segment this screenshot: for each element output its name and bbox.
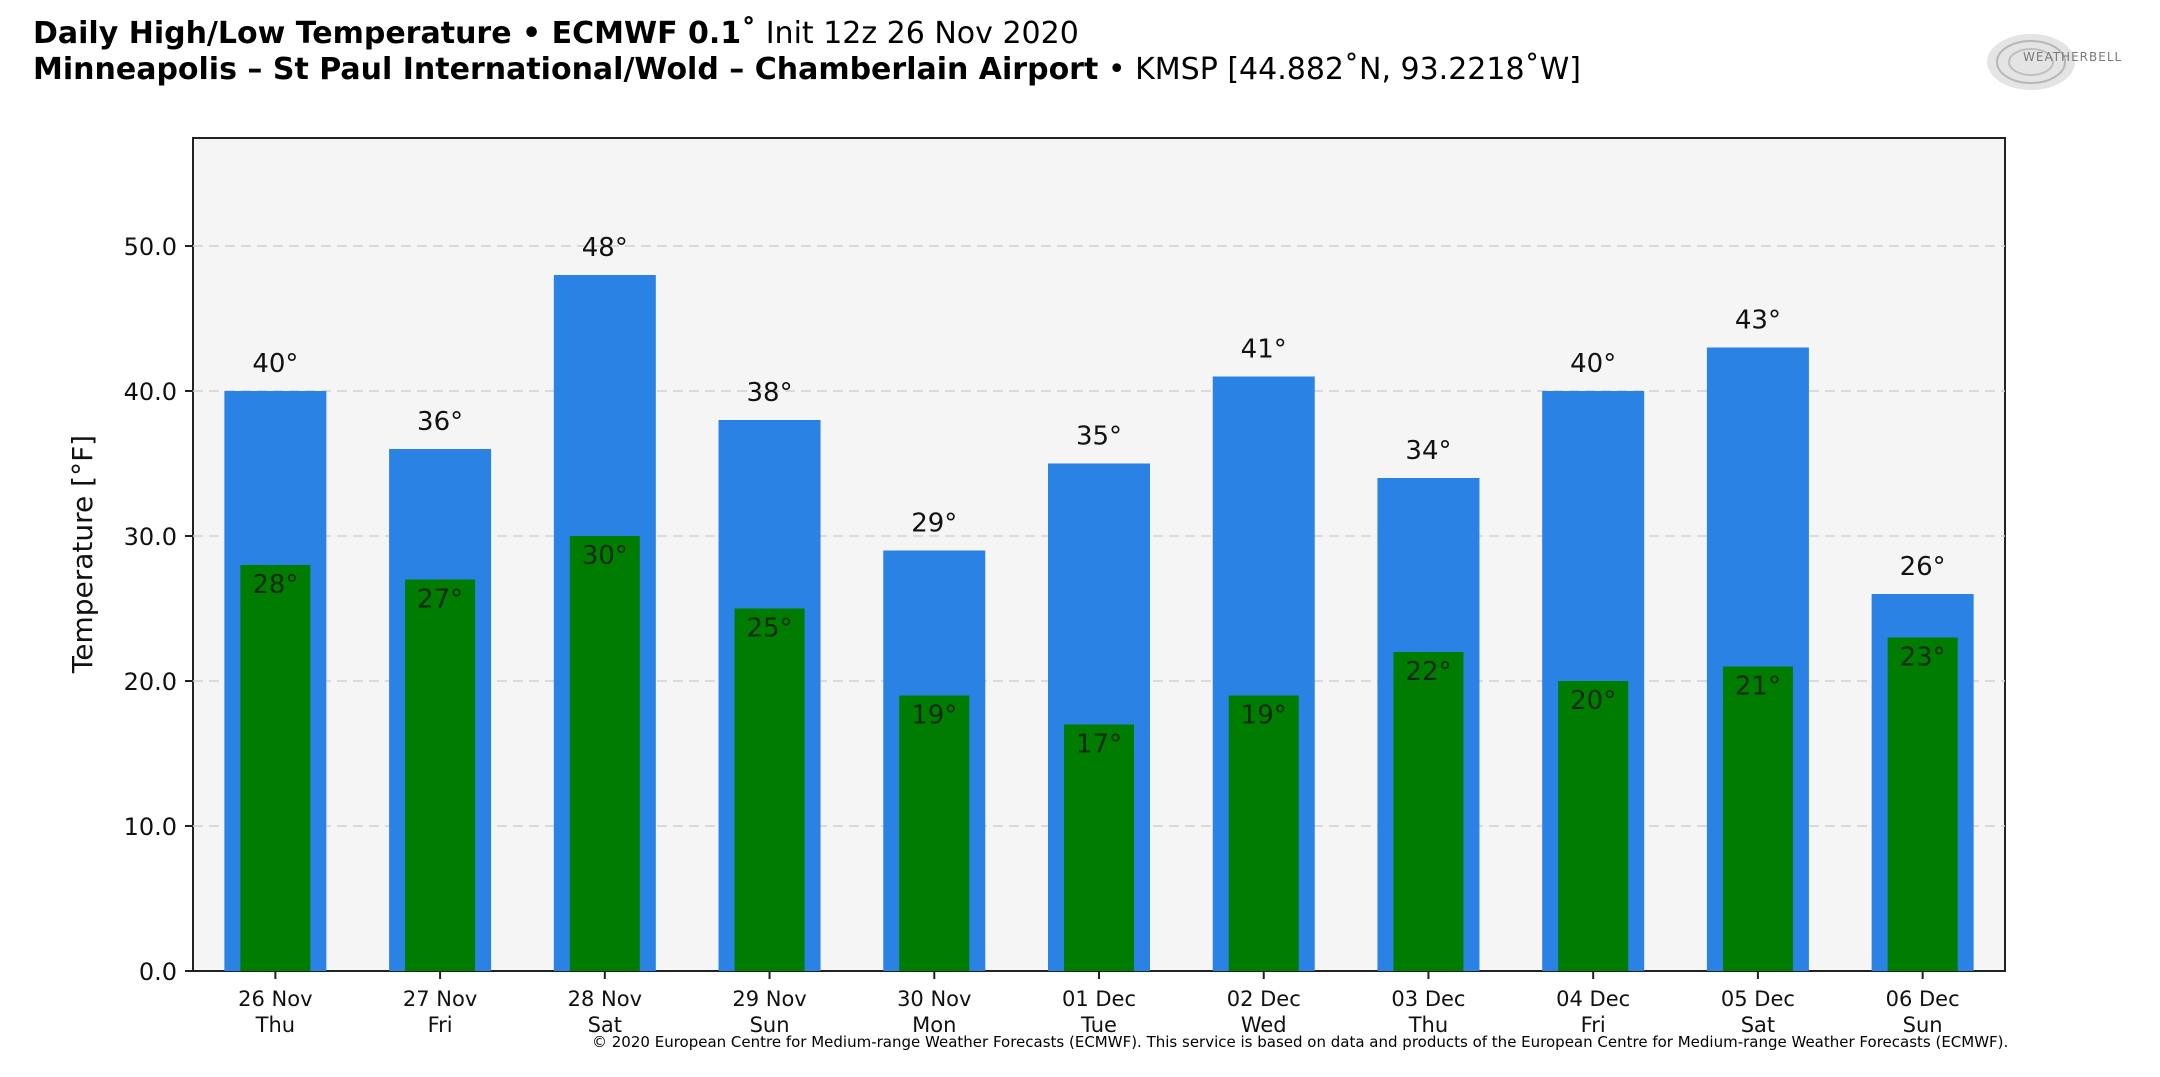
low-bar (405, 579, 476, 971)
x-tick-label-day: Thu (1408, 1013, 1448, 1037)
high-data-label: 48° (582, 233, 628, 263)
station-name: Minneapolis – St Paul International/Wold… (33, 52, 1099, 87)
x-tick-label-day: Fri (1581, 1013, 1606, 1037)
x-tick-label-day: Thu (255, 1013, 295, 1037)
y-tick-label: 10.0 (124, 813, 177, 841)
y-axis: 0.0 10.0 20.0 30.0 40.0 50.0 (124, 233, 193, 986)
high-data-label: 40° (252, 349, 298, 379)
chart-title-block: Daily High/Low Temperature • ECMWF 0.1˚ … (33, 16, 1581, 88)
x-tick-label-day: Sun (1903, 1013, 1943, 1037)
low-data-label: 30° (582, 541, 628, 571)
low-bar (569, 536, 640, 971)
low-data-label: 19° (911, 701, 957, 731)
high-data-label: 40° (1570, 349, 1616, 379)
data-labels: 40° 28° 36° 27° 48° 30° 38° 25° 29° 19° 35° 17° 41° 1… (252, 233, 1945, 760)
x-tick-label-date: 28 Nov (568, 987, 642, 1011)
low-bars (240, 536, 1958, 971)
x-tick-label-date: 04 Dec (1556, 987, 1630, 1011)
x-tick-label-date: 05 Dec (1721, 987, 1795, 1011)
low-bar (1722, 666, 1793, 971)
low-bar (734, 608, 805, 971)
x-tick-label-date: 29 Nov (732, 987, 806, 1011)
weatherbell-logo-icon: WEATHERBELL (1985, 28, 2121, 96)
x-tick-label-day: Fri (428, 1013, 453, 1037)
low-data-label: 19° (1241, 701, 1287, 731)
low-data-label: 20° (1570, 686, 1616, 716)
x-tick-label-date: 30 Nov (897, 987, 971, 1011)
high-data-label: 41° (1241, 335, 1287, 365)
y-tick-label: 30.0 (124, 523, 177, 551)
low-data-label: 21° (1735, 672, 1781, 702)
logo-wordmark: WEATHERBELL (2023, 50, 2123, 64)
low-data-label: 22° (1405, 657, 1451, 687)
title-bold: Daily High/Low Temperature • ECMWF 0.1˚ (33, 16, 757, 51)
y-tick-label: 0.0 (139, 958, 177, 986)
x-tick-label-date: 27 Nov (403, 987, 477, 1011)
low-bar (1558, 681, 1629, 971)
low-bar (1064, 724, 1134, 971)
x-tick-label-date: 03 Dec (1391, 987, 1465, 1011)
y-tick-label: 50.0 (124, 233, 177, 261)
high-data-label: 36° (417, 407, 463, 437)
x-tick-label-date: 26 Nov (238, 987, 312, 1011)
high-data-label: 38° (746, 378, 792, 408)
low-bar (240, 565, 311, 971)
x-tick-label-day: Wed (1241, 1013, 1287, 1037)
low-bar (1228, 695, 1299, 971)
high-data-label: 26° (1900, 552, 1946, 582)
y-axis-label: Temperature [°F] (66, 435, 99, 674)
title-init: Init 12z 26 Nov 2020 (756, 16, 1079, 51)
high-data-label: 29° (911, 509, 957, 539)
low-data-label: 17° (1076, 730, 1122, 760)
x-tick-label-date: 06 Dec (1886, 987, 1960, 1011)
x-tick-label-day: Tue (1080, 1013, 1117, 1037)
x-tick-label-day: Mon (912, 1013, 956, 1037)
x-tick-label-date: 01 Dec (1062, 987, 1136, 1011)
high-data-label: 34° (1405, 436, 1451, 466)
x-tick-label-date: 02 Dec (1227, 987, 1301, 1011)
x-tick-label-day: Sat (1741, 1013, 1775, 1037)
station-meta: • KMSP [44.882˚N, 93.2218˚W] (1098, 52, 1581, 87)
x-tick-label-day: Sun (750, 1013, 790, 1037)
low-bar (899, 695, 970, 971)
low-bar (1393, 652, 1464, 971)
high-data-label: 43° (1735, 306, 1781, 336)
y-tick-label: 40.0 (124, 378, 177, 406)
copyright-footer: © 2020 European Centre for Medium-range … (592, 1033, 2009, 1051)
station-line: Minneapolis – St Paul International/Wold… (33, 52, 1581, 88)
low-data-label: 27° (417, 585, 463, 615)
low-data-label: 28° (252, 570, 298, 600)
x-tick-label-day: Sat (588, 1013, 622, 1037)
high-data-label: 35° (1076, 422, 1122, 452)
chart-title: Daily High/Low Temperature • ECMWF 0.1˚ … (33, 16, 1581, 52)
low-bar (1887, 637, 1958, 971)
low-data-label: 23° (1900, 643, 1946, 673)
y-tick-label: 20.0 (124, 668, 177, 696)
low-data-label: 25° (746, 614, 792, 644)
